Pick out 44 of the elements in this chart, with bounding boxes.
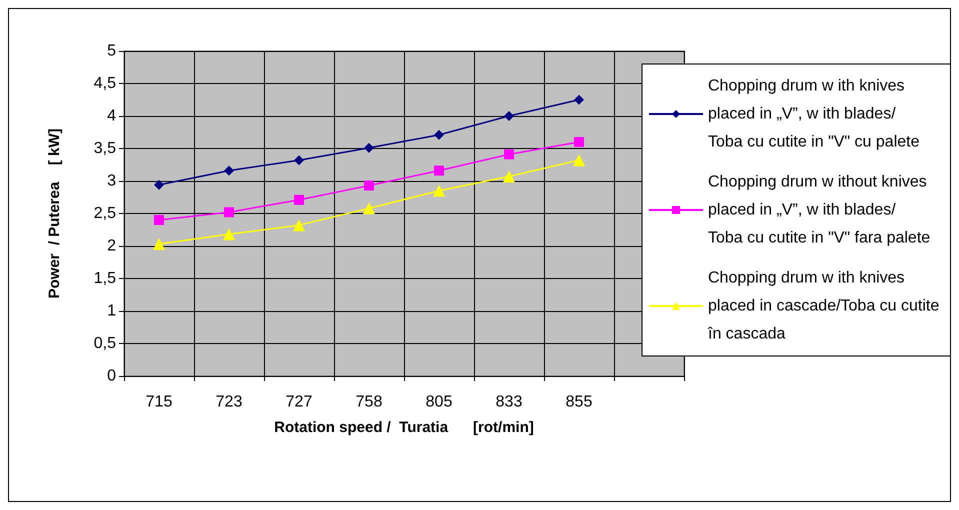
legend-label: Chopping drum w ith knives placed in cascade/Toba cu cutite în cascada — [707, 270, 944, 342]
y-tick-label: 1 — [107, 302, 116, 320]
x-tick-label: 833 — [496, 394, 522, 410]
y-tick-label: 0,5 — [94, 335, 116, 352]
x-tick-label: 727 — [286, 394, 312, 410]
point — [224, 166, 234, 176]
point — [224, 207, 234, 218]
y-tick-label: 3 — [107, 172, 116, 190]
y-tick-label: 3,5 — [94, 140, 116, 157]
point — [433, 184, 445, 197]
point — [154, 215, 164, 225]
point — [434, 166, 444, 176]
point — [223, 228, 235, 240]
y-tick-label: 5 — [107, 42, 116, 60]
x-tick-label: 805 — [426, 394, 452, 410]
y-tick-label: 2,5 — [94, 205, 116, 222]
y-tick-label: 4,5 — [94, 75, 116, 92]
x-axis-title: Rotation speed / Turatia [rot/min] — [274, 419, 534, 436]
point — [294, 155, 304, 166]
point — [294, 194, 304, 205]
point — [293, 219, 305, 232]
x-tick-label: 723 — [216, 394, 242, 410]
point — [364, 180, 374, 191]
y-axis-title: Power / Puterea [ kW] — [46, 128, 63, 299]
point — [154, 180, 164, 190]
point — [363, 202, 375, 214]
point — [364, 142, 374, 153]
y-tick-label: 0 — [107, 368, 116, 384]
point — [153, 238, 165, 250]
x-tick-label: 715 — [146, 394, 172, 410]
legend-label: Chopping drum w ithout knives placed in „V”, w ith blades/Toba cu cutite in "V" fara palete — [708, 174, 932, 246]
point — [574, 137, 584, 147]
point — [503, 170, 515, 182]
y-tick-label: 2 — [107, 238, 116, 254]
x-tick-label: 855 — [566, 394, 592, 410]
y-tick-label: 4 — [107, 108, 116, 124]
point — [434, 130, 444, 140]
point — [504, 149, 514, 160]
x-tick-label: 758 — [356, 394, 382, 410]
point — [573, 154, 585, 166]
point — [574, 94, 584, 105]
y-tick-label: 1,5 — [94, 270, 116, 287]
legend-label: Chopping drum w ith knives placed in „V”, w ith blades/Toba cu cutite in "V" cu palete — [708, 78, 920, 150]
point — [504, 111, 514, 121]
